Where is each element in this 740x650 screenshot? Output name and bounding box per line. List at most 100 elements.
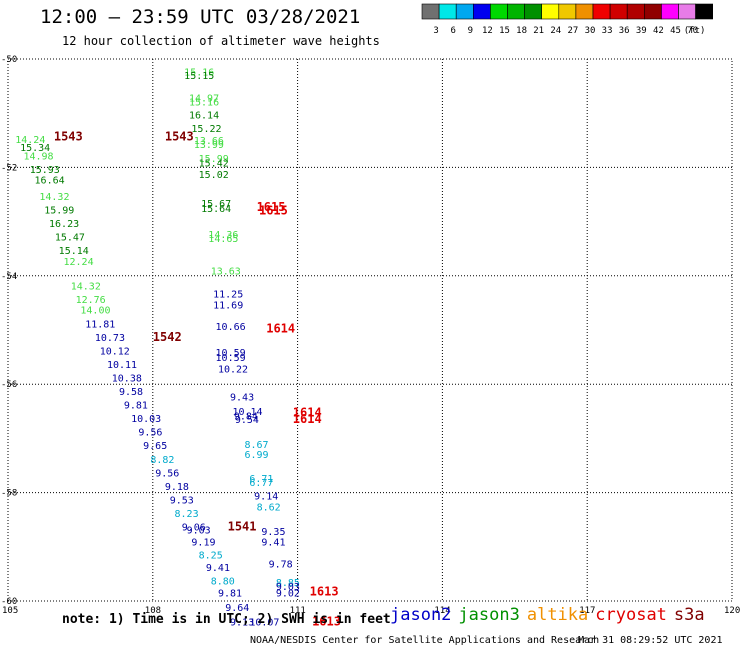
wave-height-label: 8.62 bbox=[257, 502, 281, 513]
wave-height-label: 9.64 bbox=[225, 603, 249, 614]
pass-number-label: 1543 bbox=[54, 129, 83, 143]
x-tick-label: 120 bbox=[724, 606, 740, 616]
wave-height-label: 8.67 bbox=[245, 440, 269, 451]
color-scale-label: 12 bbox=[482, 26, 493, 36]
color-scale-swatch bbox=[609, 3, 628, 20]
wave-height-label: 15.93 bbox=[30, 165, 60, 176]
pass-number-label: 1541 bbox=[228, 520, 257, 534]
color-scale-swatch bbox=[661, 3, 679, 20]
color-scale-label: (ft) bbox=[684, 26, 706, 36]
wave-height-label: 14.36 bbox=[208, 230, 238, 241]
wave-height-label: 9.18 bbox=[165, 482, 189, 493]
wave-height-label: 15.99 bbox=[44, 205, 74, 216]
chart-title: 12:00 – 23:59 UTC 03/28/2021 bbox=[40, 6, 361, 28]
wave-height-label: 13.63 bbox=[211, 267, 241, 278]
wave-height-label: 9.19 bbox=[191, 538, 215, 549]
y-tick-label: -54 bbox=[1, 272, 17, 282]
wave-height-label: 8.80 bbox=[211, 577, 235, 588]
color-scale-label: 27 bbox=[567, 26, 578, 36]
wave-height-label: 14.32 bbox=[71, 281, 101, 292]
pass-number-label: 1613 bbox=[312, 614, 341, 628]
wave-height-label: 9.13 bbox=[230, 617, 254, 628]
wave-height-label: 15.15 bbox=[184, 71, 214, 82]
wave-height-label: 9.81 bbox=[124, 401, 148, 412]
wave-height-label: 10.66 bbox=[216, 322, 246, 333]
wave-height-label: 6.99 bbox=[245, 450, 269, 461]
wave-height-label: 6.77 bbox=[249, 478, 273, 489]
wave-height-label: 9.58 bbox=[119, 387, 143, 398]
wave-height-label: 10.38 bbox=[112, 373, 142, 384]
pass-number-label: 1614 bbox=[293, 406, 322, 420]
wave-height-label: 10.73 bbox=[95, 333, 125, 344]
y-tick-label: -58 bbox=[1, 489, 17, 499]
wave-height-label: 16.14 bbox=[189, 111, 219, 122]
wave-height-label: 15.99 bbox=[199, 154, 229, 165]
wave-height-label: 10.11 bbox=[107, 360, 137, 371]
wave-height-label: 9.56 bbox=[138, 428, 162, 439]
wave-height-label: 14.32 bbox=[39, 192, 69, 203]
wave-height-label: 14.24 bbox=[15, 135, 45, 146]
color-scale-swatch bbox=[678, 3, 696, 20]
color-scale-swatch bbox=[472, 3, 491, 20]
y-tick-label: -56 bbox=[1, 380, 17, 390]
wave-height-label: 10.59 bbox=[216, 353, 246, 364]
wave-height-label: 9.54 bbox=[235, 415, 259, 426]
color-scale-label: 18 bbox=[516, 26, 527, 36]
color-scale-swatch bbox=[592, 3, 611, 20]
footer-date: Mar 31 08:29:52 UTC 2021 bbox=[578, 635, 723, 646]
y-tick-label: -50 bbox=[1, 55, 17, 65]
color-scale-swatch bbox=[695, 3, 713, 20]
wave-height-label: 16.64 bbox=[35, 176, 65, 187]
color-scale-swatch bbox=[524, 3, 542, 20]
color-scale-label: 6 bbox=[450, 26, 455, 36]
pass-number-label: 1543 bbox=[165, 129, 194, 143]
wave-height-label: 13.99 bbox=[194, 140, 224, 151]
wave-height-label: 15.64 bbox=[201, 204, 231, 215]
wave-height-label: 9.41 bbox=[206, 563, 230, 574]
x-tick-label: 117 bbox=[579, 606, 595, 616]
color-scale-swatch bbox=[507, 3, 525, 20]
wave-height-label: 15.16 bbox=[184, 67, 214, 78]
wave-height-label: 9.41 bbox=[261, 538, 285, 549]
wave-height-label: 11.69 bbox=[213, 300, 243, 311]
color-scale-label: 42 bbox=[653, 26, 664, 36]
wave-height-label: 10.22 bbox=[218, 364, 248, 375]
wave-height-label: 15.67 bbox=[201, 199, 231, 210]
color-scale-swatch bbox=[558, 3, 577, 20]
wave-height-label: 15.42 bbox=[199, 158, 229, 169]
wave-height-label: 9.02 bbox=[276, 589, 300, 600]
wave-height-label: 6.71 bbox=[249, 474, 273, 485]
pass-number-label: 1613 bbox=[310, 585, 339, 599]
wave-height-label: 10.59 bbox=[216, 348, 246, 359]
wave-height-label: 13.66 bbox=[194, 136, 224, 147]
x-tick-label: 105 bbox=[2, 606, 18, 616]
legend-s3a: s3a bbox=[673, 605, 705, 625]
color-scale-label: 36 bbox=[619, 26, 630, 36]
wave-height-label: 15.47 bbox=[55, 233, 85, 244]
wave-height-label: 8.25 bbox=[199, 551, 223, 562]
wave-height-label: 9.81 bbox=[218, 589, 242, 600]
color-scale-label: 21 bbox=[533, 26, 544, 36]
wave-height-label: 15.34 bbox=[20, 143, 50, 154]
wave-height-label: 14.98 bbox=[23, 151, 53, 162]
satellite-legend: jason2 jason3 altika cryosat s3a bbox=[390, 605, 712, 625]
wave-height-label: 15.22 bbox=[191, 124, 221, 135]
wave-height-label: 15.16 bbox=[189, 98, 219, 109]
wave-height-label: 9.06 bbox=[182, 523, 206, 534]
color-scale-label: 39 bbox=[636, 26, 647, 36]
color-scale-label: 3 bbox=[433, 26, 438, 36]
color-scale-label: 45 bbox=[670, 26, 681, 36]
wave-height-label: 10.12 bbox=[100, 346, 130, 357]
wave-height-label: 9.56 bbox=[155, 468, 179, 479]
wave-height-label: 12.24 bbox=[64, 257, 94, 268]
wave-height-label: 9.14 bbox=[254, 492, 278, 503]
color-scale-swatch bbox=[490, 3, 508, 20]
wave-height-label: 8.85 bbox=[276, 578, 300, 589]
x-tick-label: 111 bbox=[290, 606, 306, 616]
legend-cryosat: cryosat bbox=[595, 605, 667, 625]
wave-height-label: 10.07 bbox=[249, 617, 279, 628]
wave-height-label: 9.53 bbox=[170, 495, 194, 506]
wave-height-label: 11.81 bbox=[85, 319, 115, 330]
color-scale-swatch bbox=[643, 3, 662, 20]
